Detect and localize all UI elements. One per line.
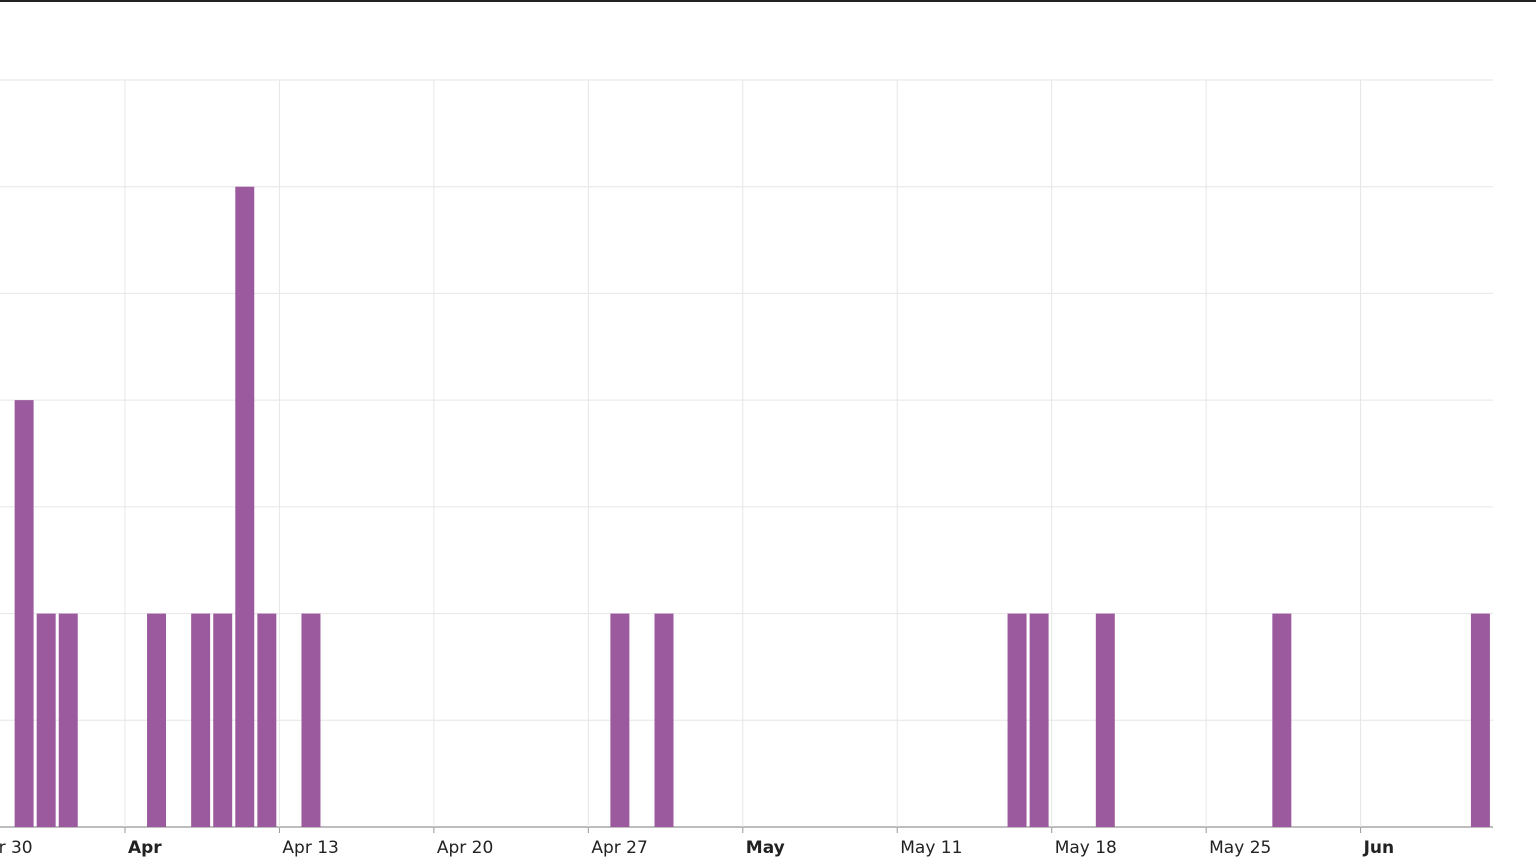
bar — [1470, 613, 1490, 827]
bar — [235, 186, 255, 827]
bar — [1272, 613, 1292, 827]
x-tick-label: Mar 30 — [0, 838, 33, 858]
bar — [58, 613, 78, 827]
x-tick-label: May 11 — [900, 838, 962, 858]
x-tick-label: Apr 20 — [437, 838, 493, 858]
x-tick-label: Apr — [128, 838, 162, 858]
x-tick-label: May 18 — [1055, 838, 1117, 858]
x-tick-label: Apr 27 — [591, 838, 647, 858]
bar — [36, 613, 56, 827]
bar — [147, 613, 166, 827]
bar — [213, 613, 233, 827]
bar — [1029, 613, 1049, 827]
bar — [1007, 613, 1027, 827]
x-tick-label: May — [746, 838, 785, 858]
bar — [610, 613, 630, 827]
x-tick-label: Apr 13 — [282, 838, 338, 858]
top-border — [0, 0, 1536, 2]
bar — [257, 613, 277, 827]
bar — [301, 613, 321, 827]
bar — [1095, 613, 1115, 827]
x-tick-label: Jun — [1363, 838, 1395, 858]
bar — [191, 613, 211, 827]
bar — [14, 400, 34, 827]
bar — [654, 613, 674, 827]
x-tick-label: May 25 — [1209, 838, 1271, 858]
